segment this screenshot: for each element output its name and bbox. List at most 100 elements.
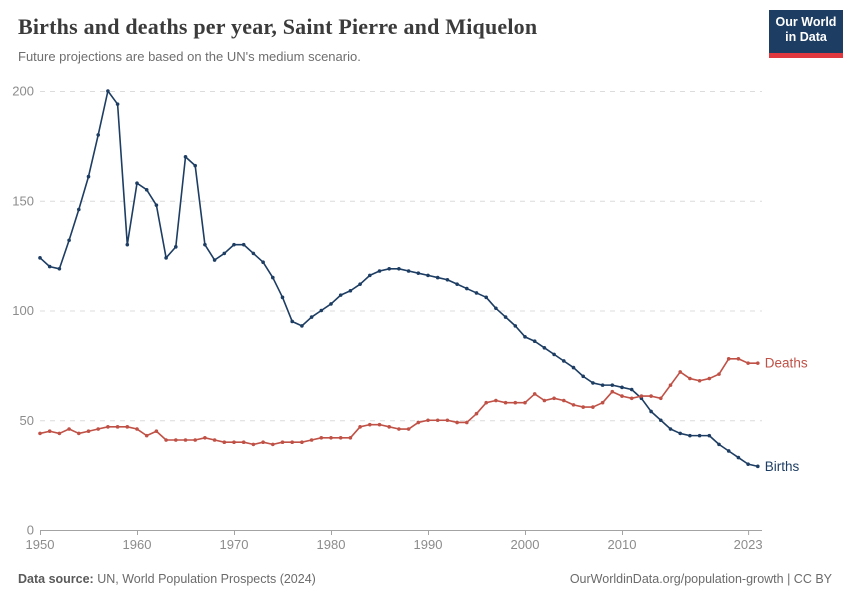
deaths-point-1969 (222, 440, 227, 445)
owid-logo-line2: in Data (785, 30, 827, 44)
deaths-point-1995 (474, 411, 479, 416)
deaths-point-2000 (523, 400, 527, 405)
deaths-point-1976 (290, 440, 295, 445)
births-point-1961 (144, 187, 149, 192)
births-point-1979 (319, 308, 324, 313)
deaths-point-2010 (620, 394, 624, 398)
births-point-1966 (193, 163, 197, 168)
births-point-2006 (581, 374, 585, 379)
births-point-1998 (503, 315, 508, 319)
deaths-point-2003 (552, 396, 556, 401)
births-point-1963 (164, 256, 168, 260)
births-point-1953 (67, 238, 71, 243)
deaths-point-1985 (377, 422, 382, 427)
chart-footer: Data source: UN, World Population Prospe… (18, 572, 832, 586)
births-point-1958 (115, 102, 120, 106)
births-point-2005 (571, 365, 576, 370)
deaths-point-1967 (203, 436, 207, 440)
deaths-point-1989 (416, 420, 421, 425)
births-point-1973 (261, 260, 265, 265)
births-point-1999 (513, 324, 518, 328)
births-point-1954 (77, 207, 81, 212)
deaths-point-1990 (426, 418, 430, 423)
deaths-point-2022 (736, 356, 741, 361)
page-title: Births and deaths per year, Saint Pierre… (18, 14, 538, 39)
births-point-1995 (474, 291, 479, 295)
births-point-2024 (756, 464, 760, 469)
deaths-point-2019 (707, 376, 712, 381)
deaths-line[interactable] (39, 357, 758, 446)
x-axis-tick-1970: 1970 (220, 537, 249, 552)
births-point-2015 (668, 427, 673, 431)
deaths-point-1982 (348, 436, 353, 440)
deaths-point-1991 (435, 418, 440, 423)
births-point-1955 (86, 174, 91, 179)
births-point-1994 (465, 286, 469, 291)
deaths-point-2015 (668, 383, 673, 387)
births-point-1967 (203, 242, 207, 247)
deaths-point-1997 (494, 398, 498, 403)
births-series-label: Births (765, 459, 800, 474)
deaths-point-2013 (649, 394, 653, 398)
deaths-series[interactable]: Deaths (38, 356, 808, 447)
births-point-2022 (736, 455, 741, 460)
deaths-point-1979 (319, 436, 324, 440)
chart-subtitle: Future projections are based on the UN's… (18, 49, 361, 64)
deaths-series-label: Deaths (765, 356, 808, 371)
births-point-2007 (591, 381, 595, 385)
deaths-point-2004 (562, 398, 566, 403)
births-point-1975 (280, 295, 285, 300)
deaths-point-2021 (726, 356, 731, 361)
data-source-note: Data source: UN, World Population Prospe… (18, 572, 316, 586)
deaths-point-1980 (329, 436, 333, 440)
deaths-point-1992 (445, 418, 450, 423)
deaths-point-1966 (193, 438, 197, 442)
births-point-1987 (397, 266, 401, 271)
deaths-point-1958 (115, 425, 120, 429)
births-series[interactable]: Births (38, 89, 800, 474)
deaths-point-1994 (465, 420, 469, 425)
deaths-point-2014 (659, 396, 663, 401)
deaths-point-1955 (86, 429, 91, 434)
births-point-1968 (212, 258, 217, 262)
births-point-1983 (358, 282, 362, 286)
births-point-2013 (649, 409, 653, 414)
births-point-1984 (368, 273, 372, 278)
deaths-point-1981 (338, 436, 343, 440)
deaths-point-2024 (756, 361, 760, 365)
births-point-1980 (329, 302, 333, 306)
births-point-2018 (697, 433, 702, 438)
deaths-point-1984 (368, 422, 372, 427)
owid-logo-line1: Our World (775, 15, 837, 29)
births-point-1996 (484, 295, 489, 300)
births-point-1977 (300, 324, 304, 328)
owid-logo[interactable]: Our World in Data (769, 10, 843, 58)
deaths-point-1971 (241, 440, 246, 445)
births-point-1962 (154, 203, 159, 207)
deaths-point-1983 (358, 425, 362, 429)
births-point-2020 (717, 442, 721, 447)
credit-link[interactable]: OurWorldinData.org/population-growth | C… (569, 572, 832, 586)
deaths-point-1974 (271, 442, 275, 447)
deaths-point-2006 (581, 405, 585, 409)
births-point-2017 (688, 433, 692, 438)
x-axis-tick-1980: 1980 (317, 537, 346, 552)
births-point-1982 (348, 288, 353, 293)
births-point-2010 (620, 385, 624, 390)
deaths-point-2007 (591, 405, 595, 409)
births-point-2003 (552, 352, 556, 357)
deaths-point-1975 (280, 440, 285, 445)
deaths-point-2001 (532, 392, 537, 396)
deaths-point-1952 (57, 431, 62, 436)
births-point-1950 (38, 256, 42, 260)
births-point-1969 (222, 251, 227, 256)
deaths-point-1977 (300, 440, 304, 445)
deaths-point-1998 (503, 400, 508, 405)
deaths-point-1964 (174, 438, 178, 442)
deaths-point-2008 (600, 400, 605, 405)
births-point-1972 (251, 251, 256, 256)
deaths-point-2017 (688, 376, 692, 381)
births-point-1971 (241, 242, 246, 247)
